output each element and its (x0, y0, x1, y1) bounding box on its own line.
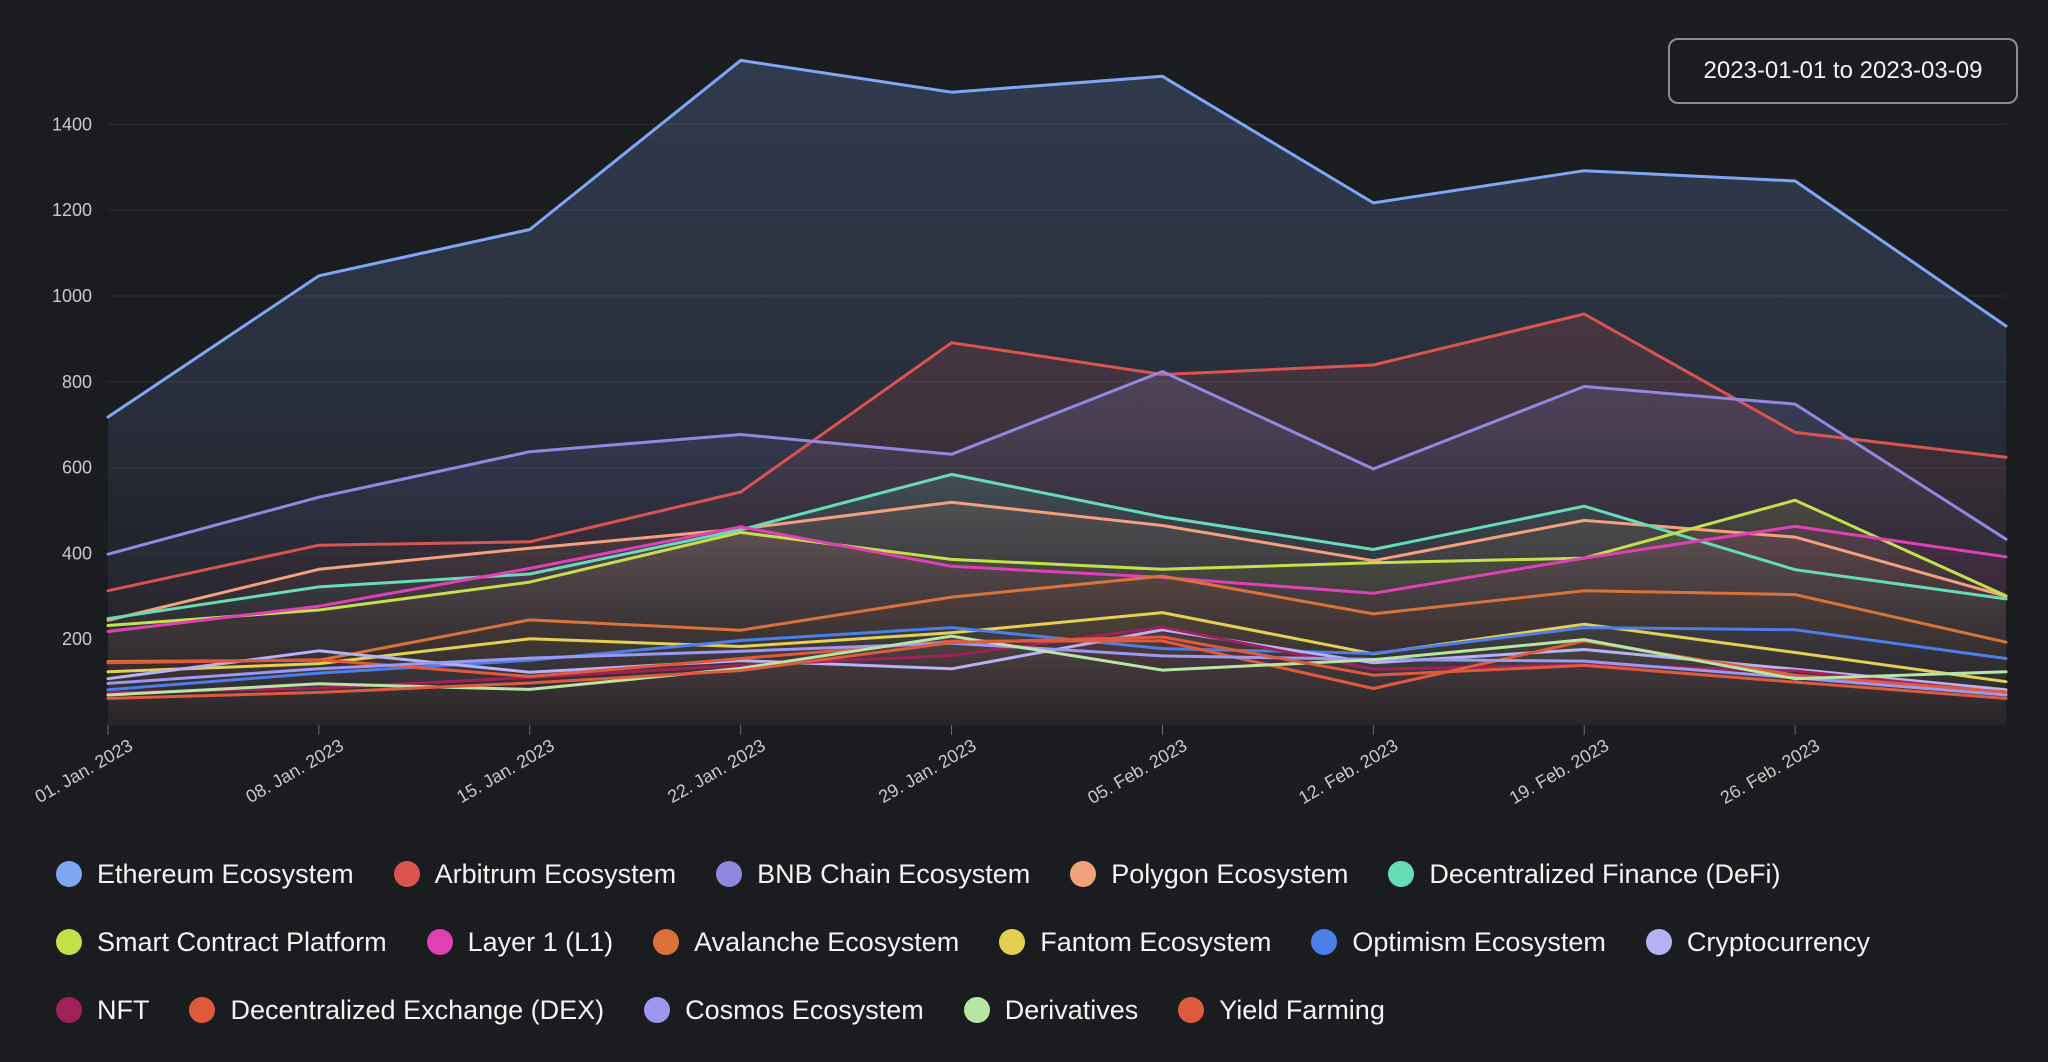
x-tick-label: 12. Feb. 2023 (1295, 735, 1401, 808)
y-tick-label: 600 (62, 458, 92, 478)
legend-item[interactable]: Avalanche Ecosystem (653, 926, 959, 958)
legend-label: Polygon Ecosystem (1111, 858, 1349, 889)
legend-label: Derivatives (1004, 994, 1139, 1025)
y-axis: 200 400 600 800 1000 1200 1400 (52, 114, 92, 649)
legend-item[interactable]: Cosmos Ecosystem (644, 994, 924, 1026)
legend-label: BNB Chain Ecosystem (757, 858, 1031, 889)
series-line (106, 574, 2008, 663)
legend-label: Fantom Ecosystem (1040, 926, 1272, 957)
legend-swatch (653, 929, 680, 955)
x-tick-label: 08. Jan. 2023 (242, 735, 346, 807)
x-tick-label: 29. Jan. 2023 (875, 735, 979, 807)
legend-label: Smart Contract Platform (97, 926, 387, 957)
series-line (106, 641, 2008, 697)
bottom-fade (108, 60, 2006, 725)
x-tick-label: 15. Jan. 2023 (453, 735, 557, 807)
legend-swatch (426, 929, 453, 955)
legend-swatch (1311, 929, 1338, 955)
legend-swatch (189, 997, 216, 1023)
y-tick-label: 800 (62, 372, 92, 392)
legend-item[interactable]: Decentralized Finance (DeFi) (1388, 858, 1781, 890)
x-tick-label: 01. Jan. 2023 (32, 735, 136, 807)
x-tick-label: 05. Feb. 2023 (1084, 735, 1190, 808)
legend-item[interactable]: Smart Contract Platform (56, 926, 387, 958)
legend-label: Cryptocurrency (1686, 926, 1870, 957)
legend-swatch (716, 861, 743, 887)
legend-swatch (1645, 929, 1672, 955)
legend-label: Avalanche Ecosystem (694, 926, 960, 957)
legend-swatch (1178, 997, 1205, 1023)
legend-label: NFT (97, 994, 150, 1025)
legend-label: Layer 1 (L1) (467, 926, 614, 957)
legend-label: Decentralized Exchange (DEX) (230, 994, 605, 1025)
series-line (106, 611, 2008, 684)
legend-swatch (56, 997, 82, 1023)
series-line (106, 58, 2008, 419)
legend-swatch (1070, 861, 1097, 887)
series-line (106, 524, 2008, 633)
series-line (106, 312, 2008, 593)
legend-swatch (393, 861, 420, 887)
legend-item[interactable]: Ethereum Ecosystem (56, 858, 354, 890)
legend-item[interactable]: BNB Chain Ecosystem (716, 858, 1030, 890)
x-tick-label: 22. Jan. 2023 (664, 735, 768, 807)
legend-label: Ethereum Ecosystem (97, 858, 354, 889)
legend-label: Optimism Ecosystem (1352, 926, 1606, 957)
legend-label: Yield Farming (1219, 994, 1385, 1025)
series-line (106, 370, 2008, 556)
y-tick-label: 1200 (52, 200, 92, 220)
legend-item[interactable]: Arbitrum Ecosystem (393, 858, 677, 890)
legend-swatch (963, 997, 990, 1023)
legend-item[interactable]: Layer 1 (L1) (426, 926, 614, 958)
legend-item[interactable]: Decentralized Exchange (DEX) (189, 994, 604, 1026)
legend-swatch (56, 929, 82, 955)
x-axis: 01. Jan. 2023 08. Jan. 2023 15. Jan. 2023 2… (32, 725, 1823, 808)
series-lines (106, 58, 2008, 700)
legend-label: Decentralized Finance (DeFi) (1429, 858, 1781, 889)
legend-item[interactable]: Cryptocurrency (1645, 926, 1870, 958)
legend-item[interactable]: Optimism Ecosystem (1311, 926, 1606, 958)
y-tick-label: 1400 (52, 114, 92, 134)
legend-label: Arbitrum Ecosystem (434, 858, 677, 889)
legend-swatch (56, 861, 82, 887)
legend-item[interactable]: Yield Farming (1178, 994, 1385, 1026)
series-line (106, 498, 2008, 627)
series-line (106, 472, 2008, 621)
legend-item[interactable]: Fantom Ecosystem (999, 926, 1271, 958)
legend-item[interactable]: Derivatives (963, 994, 1139, 1026)
legend: Ethereum Ecosystem Arbitrum Ecosystem BNB … (56, 858, 2016, 1026)
x-tick-label: 19. Feb. 2023 (1506, 735, 1612, 808)
legend-swatch (644, 997, 671, 1023)
legend-swatch (1388, 861, 1415, 887)
legend-label: Cosmos Ecosystem (685, 994, 924, 1025)
legend-item[interactable]: Polygon Ecosystem (1070, 858, 1348, 890)
y-tick-label: 400 (62, 543, 92, 563)
series-line (106, 635, 2008, 700)
y-tick-label: 200 (62, 629, 92, 649)
x-tick-label: 26. Feb. 2023 (1717, 735, 1823, 808)
area-chart: 200 400 600 800 1000 1200 1400 01. Jan. 2023 08… (32, 58, 2008, 808)
legend-swatch (999, 929, 1026, 955)
legend-item[interactable]: NFT (56, 994, 149, 1026)
y-tick-label: 1000 (52, 286, 92, 306)
